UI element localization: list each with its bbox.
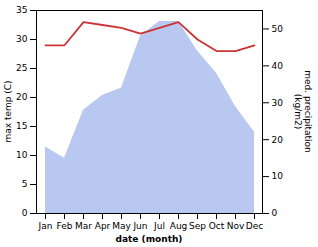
svg-text:med. precipitation(kg/m2): med. precipitation(kg/m2) bbox=[293, 70, 313, 152]
svg-text:5: 5 bbox=[22, 179, 28, 189]
svg-text:Mar: Mar bbox=[75, 221, 92, 231]
svg-text:max temp (C): max temp (C) bbox=[3, 80, 13, 142]
svg-text:Jun: Jun bbox=[132, 221, 147, 231]
svg-text:Jan: Jan bbox=[38, 221, 53, 231]
svg-text:10: 10 bbox=[16, 150, 28, 160]
svg-text:30: 30 bbox=[272, 98, 284, 108]
svg-text:0: 0 bbox=[22, 208, 28, 218]
svg-text:20: 20 bbox=[272, 135, 284, 145]
svg-text:10: 10 bbox=[272, 171, 284, 181]
svg-text:30: 30 bbox=[16, 34, 28, 44]
svg-text:Jul: Jul bbox=[153, 221, 165, 231]
svg-text:50: 50 bbox=[272, 24, 284, 34]
svg-text:15: 15 bbox=[16, 121, 27, 131]
svg-text:Apr: Apr bbox=[95, 221, 111, 231]
svg-text:date (month): date (month) bbox=[116, 234, 183, 244]
svg-text:May: May bbox=[112, 221, 131, 231]
svg-text:40: 40 bbox=[272, 61, 284, 71]
svg-text:0: 0 bbox=[272, 208, 278, 218]
svg-text:20: 20 bbox=[16, 92, 28, 102]
svg-text:Aug: Aug bbox=[170, 221, 188, 231]
svg-text:Dec: Dec bbox=[246, 221, 263, 231]
svg-text:Oct: Oct bbox=[209, 221, 225, 231]
svg-text:Feb: Feb bbox=[57, 221, 73, 231]
svg-text:35: 35 bbox=[16, 5, 27, 15]
svg-text:25: 25 bbox=[16, 63, 27, 73]
svg-text:Sep: Sep bbox=[189, 221, 206, 231]
svg-text:Nov: Nov bbox=[227, 221, 245, 231]
